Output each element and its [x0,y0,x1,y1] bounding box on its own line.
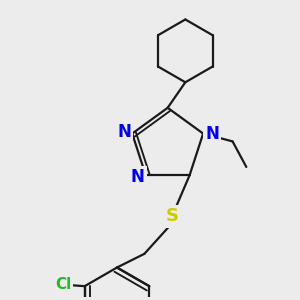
Text: S: S [165,208,178,226]
Text: N: N [117,123,131,141]
Text: N: N [205,124,219,142]
Text: Cl: Cl [55,277,71,292]
Text: N: N [131,168,145,186]
